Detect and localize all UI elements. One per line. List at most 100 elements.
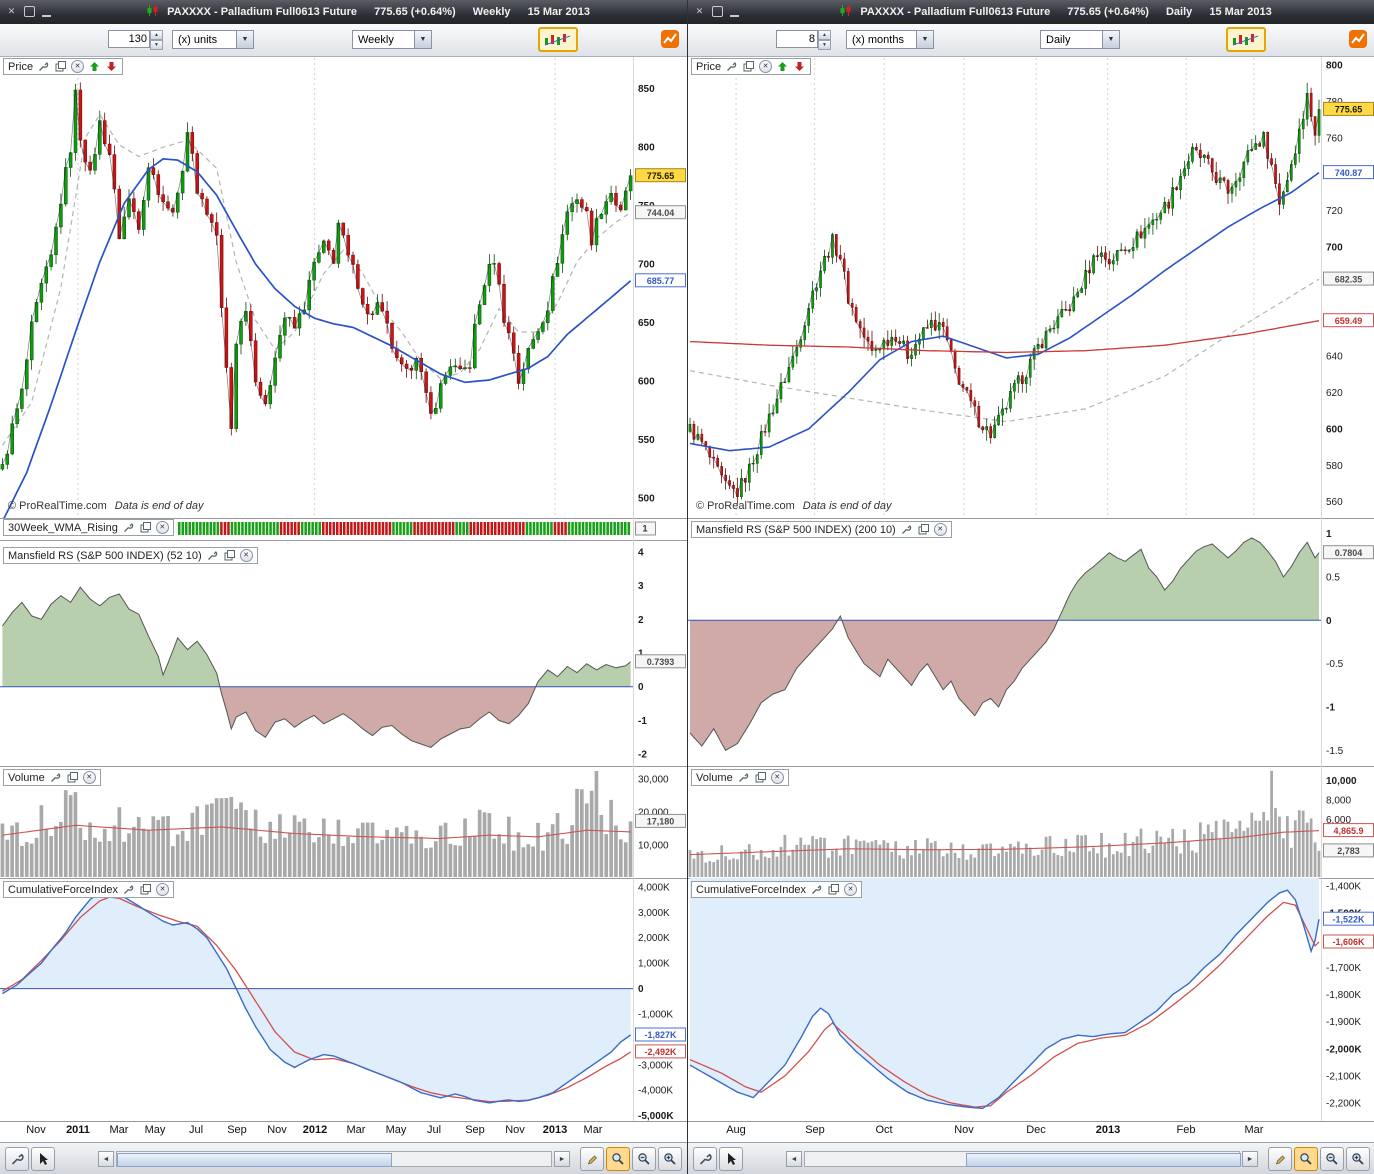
- chart-scrollbar[interactable]: [116, 1151, 552, 1167]
- mansfield-rs-chart[interactable]: 1 0.5 0 -0.5 -1 -1.5 0.7804: [688, 518, 1374, 766]
- draw-tool-button[interactable]: [1268, 1147, 1292, 1171]
- window-maximize-icon[interactable]: [24, 6, 35, 17]
- x-axis: Nov 2011 Mar May Jul Sep Nov 2012 Mar May Jul Sep No…: [0, 1122, 633, 1140]
- close-icon[interactable]: ✕: [844, 883, 858, 896]
- wrench-icon[interactable]: [810, 883, 823, 896]
- close-icon[interactable]: ✕: [933, 523, 947, 536]
- wrench-icon[interactable]: [737, 771, 750, 784]
- period-dropdown[interactable]: Daily ▼: [1040, 30, 1120, 49]
- titlebar[interactable]: ✕ PAXXXX - Palladium Full0613 Future 775…: [688, 0, 1374, 24]
- detach-window-icon[interactable]: [54, 60, 67, 73]
- titlebar[interactable]: ✕ PAXXXX - Palladium Full0613 Future 775…: [0, 0, 687, 24]
- svg-text:600: 600: [638, 377, 655, 388]
- sell-arrow-icon[interactable]: [793, 60, 806, 73]
- scroll-left-button[interactable]: ◄: [786, 1151, 802, 1167]
- wma-strip-label: 30Week_WMA_Rising: [8, 521, 118, 534]
- scroll-right-button[interactable]: ►: [554, 1151, 570, 1167]
- spin-up-icon[interactable]: ▲: [818, 30, 831, 40]
- draw-tool-button[interactable]: [580, 1147, 604, 1171]
- detach-window-icon[interactable]: [742, 60, 755, 73]
- candlestick-icon: [147, 5, 158, 16]
- chart-style-icon: [1232, 33, 1259, 45]
- zoom-in-button[interactable]: [1346, 1147, 1370, 1171]
- status-toolbar: ◄ ►: [688, 1142, 1374, 1174]
- price-chart[interactable]: 800780760720700640620600580560775.65740.…: [688, 56, 1374, 518]
- volume-chart[interactable]: 30,000 20,000 10,000 17,180: [0, 766, 687, 878]
- close-icon[interactable]: ✕: [239, 549, 253, 562]
- chart-scrollbar[interactable]: [804, 1151, 1241, 1167]
- cumulative-force-index-chart[interactable]: -1,400K-1,500K-1,700K-1,800K-1,900K-2,00…: [688, 878, 1374, 1122]
- indicator-settings-button[interactable]: [5, 1147, 29, 1171]
- zoom-select-button[interactable]: [1294, 1147, 1318, 1171]
- chart-style-button[interactable]: [538, 27, 578, 52]
- x-axis-label: Mar: [1244, 1124, 1264, 1136]
- wrench-icon[interactable]: [37, 60, 50, 73]
- bars-count-input[interactable]: ▲▼: [776, 30, 831, 50]
- close-icon[interactable]: ✕: [759, 60, 773, 73]
- prorealtime-icon[interactable]: [1348, 29, 1368, 49]
- svg-text:2,000K: 2,000K: [638, 933, 670, 944]
- wrench-icon[interactable]: [206, 549, 219, 562]
- x-axis-label: Nov: [267, 1124, 287, 1136]
- cursor-tool-button[interactable]: [719, 1147, 743, 1171]
- price-chart[interactable]: 850800750700650600550500775.65744.04685.…: [0, 56, 687, 518]
- spin-down-icon[interactable]: ▼: [818, 40, 831, 50]
- x-axis-label: May: [385, 1124, 407, 1136]
- x-axis-label: 2013: [542, 1124, 568, 1136]
- window-close-icon[interactable]: ✕: [695, 6, 704, 16]
- close-icon[interactable]: ✕: [71, 60, 85, 73]
- close-icon[interactable]: ✕: [770, 771, 784, 784]
- zoom-select-button[interactable]: [606, 1147, 630, 1171]
- window-minimize-icon[interactable]: [42, 6, 51, 17]
- close-icon[interactable]: ✕: [156, 883, 170, 896]
- window-minimize-icon[interactable]: [730, 6, 739, 17]
- detach-window-icon[interactable]: [917, 523, 930, 536]
- window-maximize-icon[interactable]: [712, 6, 723, 17]
- detach-window-icon[interactable]: [139, 521, 152, 534]
- prorealtime-icon[interactable]: [660, 29, 680, 49]
- close-icon[interactable]: ✕: [82, 771, 96, 784]
- x-axis-label: 2011: [66, 1124, 90, 1136]
- indicator-settings-button[interactable]: [693, 1147, 717, 1171]
- scrollbar-thumb[interactable]: [117, 1153, 393, 1167]
- wrench-icon[interactable]: [122, 521, 135, 534]
- zoom-in-button[interactable]: [658, 1147, 682, 1171]
- cumulative-force-index-chart[interactable]: 4,000K 3,000K 2,000K 1,000K 0 -1,000K -3,000K -…: [0, 878, 687, 1122]
- zoom-out-button[interactable]: [1320, 1147, 1344, 1171]
- units-dropdown[interactable]: (x) months ▼: [846, 30, 934, 49]
- buy-arrow-icon[interactable]: [776, 60, 789, 73]
- svg-text:-1,900K: -1,900K: [1326, 1017, 1361, 1028]
- svg-text:-3,000K: -3,000K: [638, 1060, 673, 1071]
- scroll-left-button[interactable]: ◄: [98, 1151, 114, 1167]
- detach-window-icon[interactable]: [223, 549, 236, 562]
- cursor-tool-button[interactable]: [31, 1147, 55, 1171]
- spin-up-icon[interactable]: ▲: [150, 30, 163, 40]
- window-close-icon[interactable]: ✕: [7, 6, 16, 16]
- detach-window-icon[interactable]: [66, 771, 79, 784]
- sell-arrow-icon[interactable]: [105, 60, 118, 73]
- zoom-out-button[interactable]: [632, 1147, 656, 1171]
- wrench-icon[interactable]: [725, 60, 738, 73]
- buy-arrow-icon[interactable]: [88, 60, 101, 73]
- chart-style-button[interactable]: [1226, 27, 1266, 52]
- detach-window-icon[interactable]: [827, 883, 840, 896]
- spin-down-icon[interactable]: ▼: [150, 40, 163, 50]
- scroll-right-button[interactable]: ►: [1242, 1151, 1258, 1167]
- period-dropdown[interactable]: Weekly ▼: [352, 30, 432, 49]
- last-price: 775.65 (+0.64%): [374, 6, 456, 18]
- wrench-icon[interactable]: [49, 771, 62, 784]
- x-axis-label: Sep: [227, 1124, 247, 1136]
- x-axis-label: Mar: [583, 1124, 603, 1136]
- close-icon[interactable]: ✕: [155, 521, 169, 534]
- scrollbar-thumb[interactable]: [965, 1153, 1241, 1167]
- svg-text:1: 1: [1326, 529, 1332, 540]
- units-dropdown[interactable]: (x) units ▼: [172, 30, 254, 49]
- wrench-icon[interactable]: [900, 523, 913, 536]
- volume-panel-header: Volume ✕: [3, 769, 101, 786]
- detach-window-icon[interactable]: [139, 883, 152, 896]
- wrench-icon[interactable]: [122, 883, 135, 896]
- mansfield-rs-chart[interactable]: 4 3 2 1 0 -1 -2 0.7393: [0, 540, 687, 766]
- detach-window-icon[interactable]: [754, 771, 767, 784]
- bars-count-input[interactable]: ▲▼: [108, 30, 163, 50]
